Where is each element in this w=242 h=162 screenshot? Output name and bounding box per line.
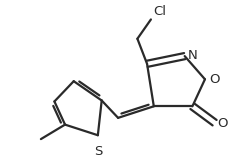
Text: N: N: [188, 49, 197, 62]
Text: O: O: [218, 117, 228, 130]
Text: O: O: [209, 73, 219, 86]
Text: Cl: Cl: [153, 5, 166, 17]
Text: S: S: [94, 145, 102, 158]
